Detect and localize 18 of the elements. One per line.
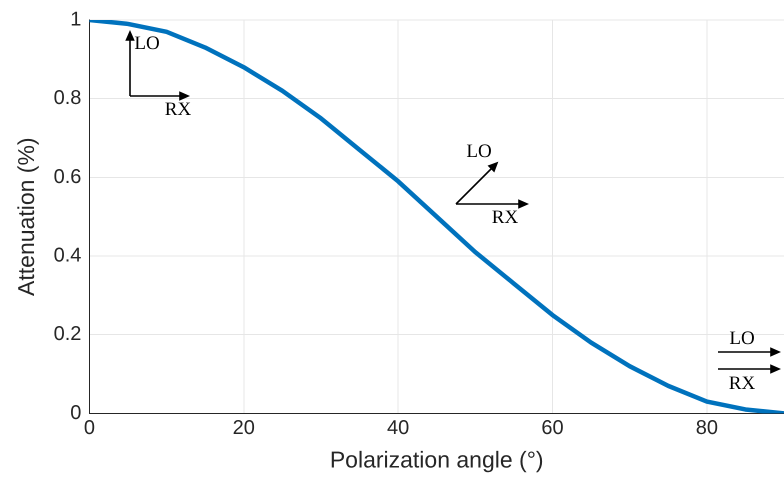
y-tick-label: 0.4 [54,244,82,267]
y-tick-label: 0 [70,402,82,424]
annotation: RX [492,206,518,228]
x-tick-label: 60 [541,416,564,439]
x-tick-label: 20 [232,416,255,439]
x-tick-label: 80 [696,416,718,439]
annotation: LO [134,32,160,54]
annotation: RX [164,98,192,120]
y-tick-label: 1 [70,8,82,31]
y-axis-title: Attenuation (%) [13,137,40,296]
annotation: LO [466,140,492,162]
y-tick-label: 0.6 [54,166,82,188]
x-tick-label: 40 [386,416,410,439]
y-tick-label: 0.2 [54,323,82,346]
x-axis-title: Polarization angle (°) [330,446,544,473]
annotation: LO [729,328,755,349]
annotation: RX [728,372,756,394]
y-tick-label: 0.8 [54,87,82,110]
